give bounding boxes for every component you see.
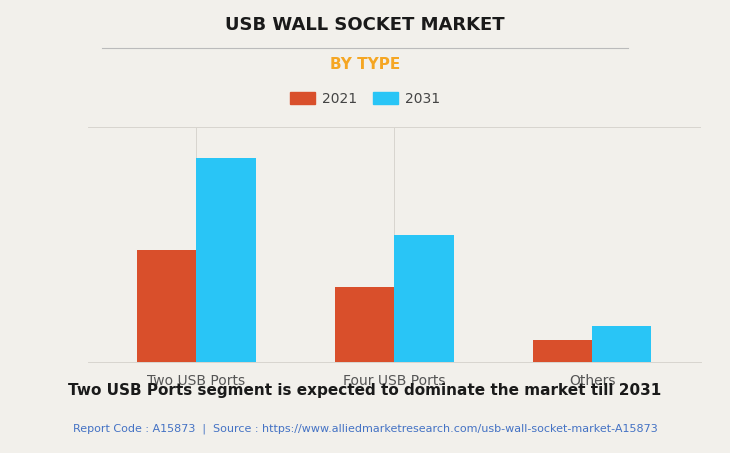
Text: Report Code : A15873  |  Source : https://www.alliedmarketresearch.com/usb-wall-: Report Code : A15873 | Source : https://… [72, 424, 658, 434]
Bar [533, 340, 592, 362]
Bar [196, 158, 255, 362]
Bar [394, 236, 453, 362]
Bar [137, 250, 196, 362]
Text: Two USB Ports segment is expected to dominate the market till 2031: Two USB Ports segment is expected to dom… [69, 383, 661, 398]
Bar [592, 326, 651, 362]
Bar [335, 287, 394, 362]
Legend: 2021, 2031: 2021, 2031 [284, 86, 446, 111]
Text: BY TYPE: BY TYPE [330, 57, 400, 72]
Text: USB WALL SOCKET MARKET: USB WALL SOCKET MARKET [225, 16, 505, 34]
